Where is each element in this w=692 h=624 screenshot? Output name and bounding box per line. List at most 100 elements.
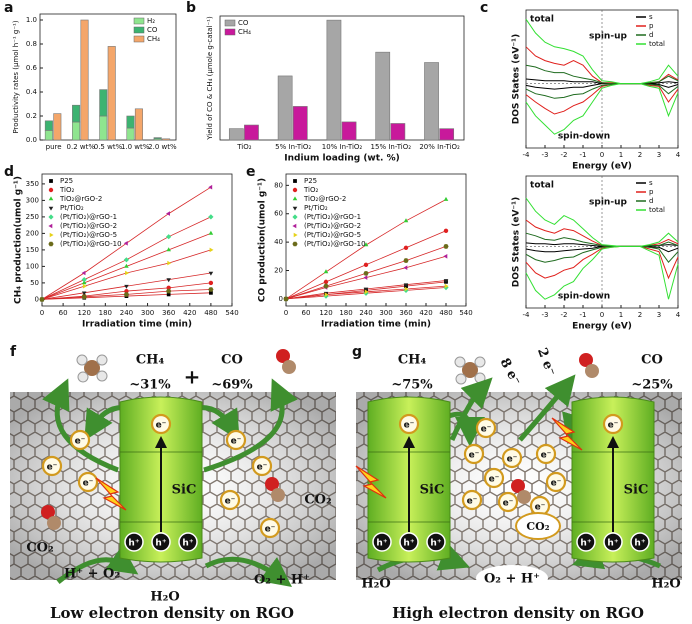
bar [80, 19, 89, 141]
data-point [208, 271, 214, 276]
data-point [208, 184, 213, 190]
bar [277, 75, 293, 141]
x-tick-label: 360 [162, 309, 175, 317]
hole-label: h⁺ [155, 539, 166, 549]
data-point [403, 245, 409, 251]
hole [124, 532, 144, 552]
legend-marker [48, 187, 54, 193]
legend-marker [292, 223, 297, 229]
electron [41, 455, 63, 477]
legend-label: (Pt/TiO₂)@rGO-2 [304, 222, 361, 230]
data-point [81, 270, 86, 276]
diagram-text: 2 e⁻ [534, 346, 558, 378]
x-tick-label: -3 [542, 151, 549, 159]
data-point [443, 244, 449, 249]
bar [439, 128, 455, 141]
diagram-text: O₂ + H⁺ [254, 573, 310, 588]
bar [99, 115, 108, 141]
diagram-text: H⁺ + O₂ [64, 567, 120, 582]
electron [251, 455, 273, 477]
diagram-text: CH₄ [398, 353, 427, 368]
x-tick-label: 540 [225, 309, 238, 317]
bar [134, 108, 143, 141]
flow-arrow [449, 377, 493, 442]
legend-label: TiO₂ [59, 186, 75, 194]
hole [372, 532, 392, 552]
annotation: spin-up [589, 198, 627, 208]
hole [178, 532, 198, 552]
methane-hydrogen [474, 356, 486, 368]
bar [228, 128, 244, 141]
co2-halo [515, 512, 561, 540]
bar [244, 124, 259, 141]
legend-swatch [224, 28, 236, 36]
x-tick-label: -3 [542, 311, 549, 319]
electron [497, 491, 519, 513]
data-point [323, 279, 329, 285]
x-tick-label: 120 [319, 309, 332, 317]
y-axis-title: Yield of CO & CH₄ (μmole g-catal⁻¹) [206, 16, 214, 141]
y-tick-label: 0.2 [26, 112, 37, 120]
x-tick-label: 0 [40, 309, 44, 317]
legend-label: d [649, 31, 653, 39]
x-axis-title: Energy (eV) [572, 162, 632, 172]
y-tick-label: 0 [35, 295, 39, 303]
data-point [363, 242, 369, 247]
legend-label: p [649, 188, 654, 196]
electron-label: e⁻ [507, 455, 518, 465]
data-point [81, 291, 87, 296]
legend-marker [48, 214, 54, 220]
data-point [166, 288, 172, 294]
flow-arrow [518, 374, 576, 442]
co-carbon [282, 360, 296, 374]
co-carbon [271, 488, 285, 502]
data-point [39, 297, 45, 302]
hole [603, 532, 623, 552]
light-bolt [355, 465, 387, 499]
legend-marker [49, 232, 54, 238]
legend-marker [48, 206, 54, 211]
data-point [209, 290, 213, 295]
dos-line [525, 83, 679, 115]
hole-label: h⁺ [607, 539, 618, 549]
x-tick-label: 2 [638, 151, 642, 159]
x-tick-label: TiO₂ [236, 143, 252, 151]
co-oxygen [511, 479, 525, 493]
co-oxygen [276, 349, 290, 363]
data-point [166, 211, 170, 216]
co-carbon [517, 490, 531, 504]
x-axis-title: Irradiation time (min) [321, 320, 431, 330]
light-bolt [551, 417, 583, 451]
bar [375, 51, 391, 141]
electron [602, 413, 624, 435]
data-point [166, 278, 171, 283]
data-point [324, 292, 329, 297]
data-point [443, 228, 449, 233]
bar [126, 127, 135, 141]
data-point [404, 286, 409, 292]
electron [501, 447, 523, 469]
diagram-text: g [352, 344, 362, 360]
data-point [166, 292, 171, 297]
light-bolt [95, 477, 127, 511]
legend-swatch [133, 26, 145, 34]
data-point [403, 265, 408, 270]
annotation: total [530, 181, 554, 191]
electron-label: e⁻ [489, 475, 500, 485]
bar [390, 123, 406, 141]
x-tick-label: -1 [580, 151, 587, 159]
legend-label: Pt/TiO₂ [60, 204, 84, 212]
x-tick-label: 480 [439, 309, 452, 317]
x-tick-label: 2 [638, 311, 642, 319]
x-tick-label: 180 [99, 309, 112, 317]
data-point [123, 241, 128, 246]
data-point [124, 284, 129, 289]
flow-arrow [56, 545, 139, 584]
data-point [166, 234, 172, 240]
dos-line [525, 83, 679, 99]
legend-marker [49, 179, 53, 183]
hole-label: h⁺ [182, 539, 193, 549]
electron-label: e⁻ [467, 497, 478, 507]
y-tick-label: 50 [30, 279, 39, 287]
